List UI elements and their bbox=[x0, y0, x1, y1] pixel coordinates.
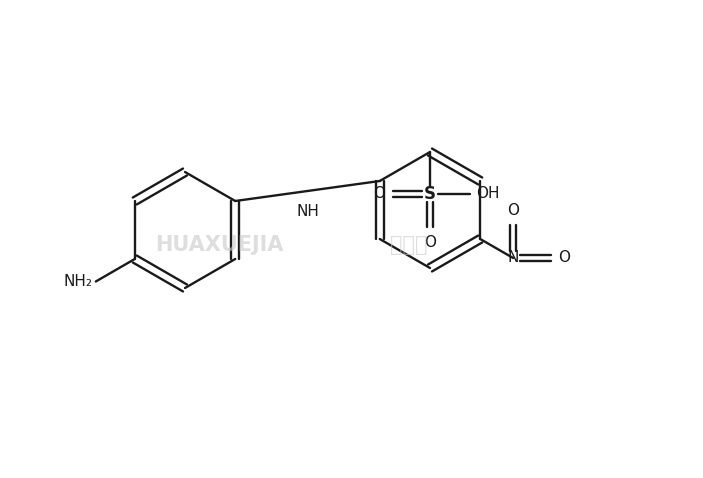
Text: 化学加: 化学加 bbox=[390, 235, 427, 255]
Text: HUAXUEJIA: HUAXUEJIA bbox=[155, 235, 283, 255]
Text: O: O bbox=[424, 235, 436, 250]
Text: NH₂: NH₂ bbox=[64, 274, 93, 289]
Text: OH: OH bbox=[476, 186, 500, 202]
Text: O: O bbox=[558, 250, 570, 265]
Text: NH: NH bbox=[296, 204, 319, 219]
Text: O: O bbox=[507, 203, 519, 218]
Text: O: O bbox=[373, 186, 385, 202]
Text: N: N bbox=[508, 250, 519, 265]
Text: S: S bbox=[424, 185, 436, 203]
